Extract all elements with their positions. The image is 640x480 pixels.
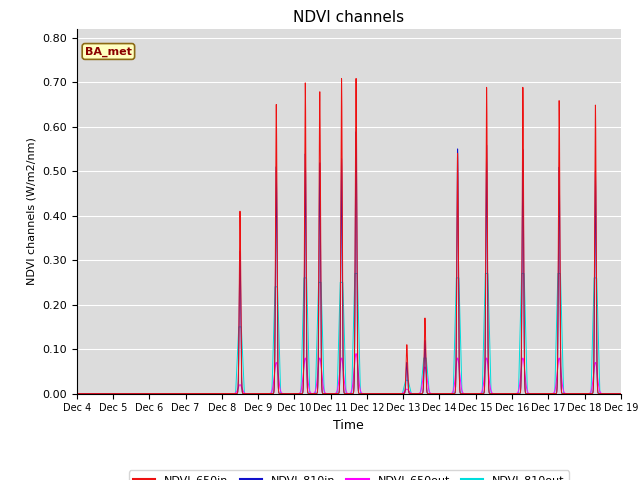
NDVI_650in [471,391,479,396]
NDVI_650out [616,391,624,396]
NDVI_810out [441,391,449,396]
NDVI_810out [471,391,479,396]
NDVI_650out [441,391,449,396]
NDVI_650out [471,391,479,396]
NDVI_650out [73,391,81,396]
NDVI_810in [441,391,449,396]
NDVI_810in [616,391,624,396]
NDVI_810out [617,391,625,396]
NDVI_810out [502,391,509,396]
NDVI_810out [171,391,179,396]
Legend: NDVI_650in, NDVI_810in, NDVI_650out, NDVI_810out: NDVI_650in, NDVI_810in, NDVI_650out, NDV… [129,470,569,480]
Title: NDVI channels: NDVI channels [293,10,404,25]
NDVI_650out [171,391,179,396]
NDVI_810in [328,391,336,396]
NDVI_810in [73,391,81,396]
NDVI_810out [351,271,358,276]
NDVI_650out [502,391,509,396]
Line: NDVI_810in: NDVI_810in [77,132,621,394]
NDVI_810in [171,391,179,396]
NDVI_650in [328,391,336,396]
NDVI_650in [502,391,509,396]
NDVI_650in [616,391,624,396]
Y-axis label: NDVI channels (W/m2/nm): NDVI channels (W/m2/nm) [27,137,36,285]
X-axis label: Time: Time [333,419,364,432]
Text: BA_met: BA_met [85,47,132,57]
NDVI_810in [352,129,360,134]
NDVI_650out [617,391,625,396]
NDVI_650in [73,391,81,396]
NDVI_650in [338,75,346,81]
NDVI_650in [171,391,179,396]
NDVI_650out [328,391,336,396]
Line: NDVI_650out: NDVI_650out [77,354,621,394]
NDVI_650in [441,391,449,396]
NDVI_810in [502,391,509,396]
NDVI_810out [73,391,81,396]
NDVI_810out [328,391,336,396]
NDVI_810in [617,391,625,396]
NDVI_650in [617,391,625,396]
NDVI_650out [352,351,360,357]
NDVI_810in [471,391,479,396]
Line: NDVI_810out: NDVI_810out [77,274,621,394]
NDVI_810out [616,391,624,396]
Line: NDVI_650in: NDVI_650in [77,78,621,394]
